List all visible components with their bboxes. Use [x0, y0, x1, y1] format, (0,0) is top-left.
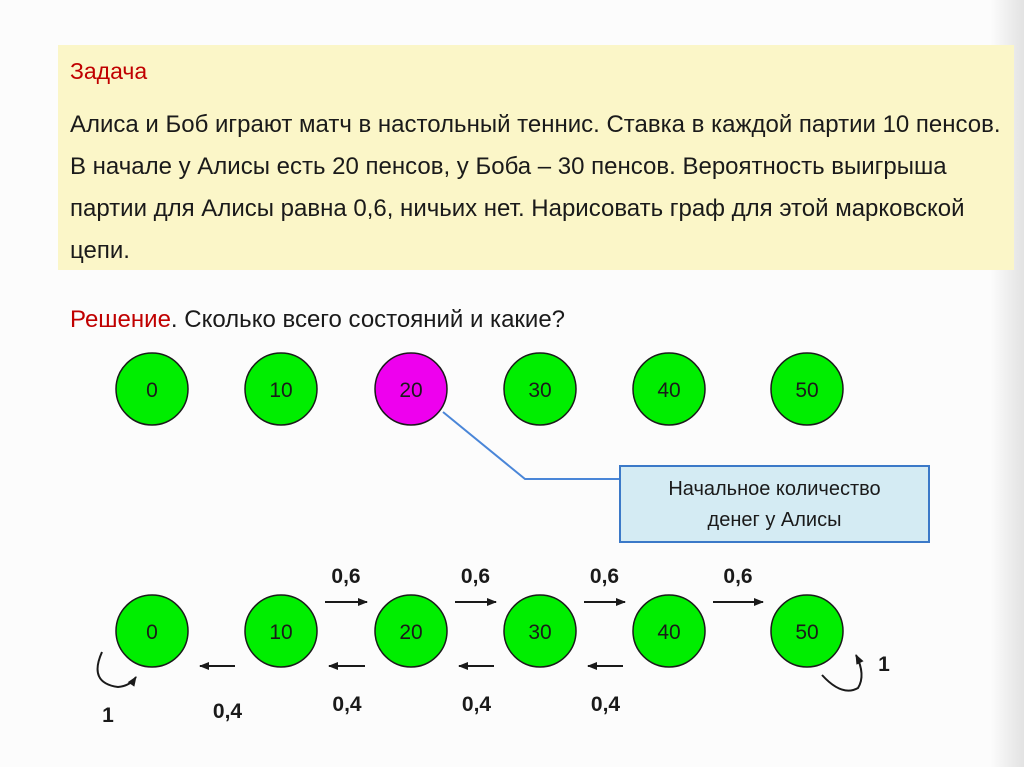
- solution-word: Решение: [70, 306, 171, 333]
- solution-line: Решение. Сколько всего состояний и какие…: [70, 306, 565, 334]
- solution-question: . Сколько всего состояний и какие?: [170, 306, 566, 333]
- self-loop-50: [821, 654, 864, 692]
- state-node-0: [115, 352, 189, 426]
- backward-prob-10: 0,4: [213, 700, 243, 723]
- state-label-0: 0: [146, 379, 158, 402]
- task-title: Задача: [70, 58, 148, 84]
- forward-prob-30: 0,6: [590, 565, 619, 588]
- state-label-50: 50: [795, 379, 818, 402]
- callout-connector: [442, 411, 619, 480]
- state-node-20: [374, 352, 448, 426]
- state-label-30: 30: [528, 379, 551, 402]
- chain-label-20: 20: [399, 621, 422, 644]
- state-node-10: [244, 352, 318, 426]
- state-label-40: 40: [657, 379, 680, 402]
- chain-node-50: [770, 594, 844, 668]
- chain-node-10: [244, 594, 318, 668]
- self-loop-0: [96, 651, 137, 689]
- chain-node-0: [115, 594, 189, 668]
- chain-node-40: [632, 594, 706, 668]
- callout-line-1: Начальное количество: [668, 478, 881, 500]
- state-label-10: 10: [269, 379, 292, 402]
- forward-prob-10: 0,6: [331, 565, 360, 588]
- chain-node-30: [503, 594, 577, 668]
- state-node-40: [632, 352, 706, 426]
- backward-prob-30: 0,4: [462, 693, 492, 716]
- self-loop-prob-0: 1: [102, 704, 114, 727]
- chain-label-40: 40: [657, 621, 680, 644]
- chain-label-10: 10: [269, 621, 292, 644]
- chain-label-0: 0: [146, 621, 158, 644]
- forward-prob-40: 0,6: [723, 565, 752, 588]
- forward-prob-20: 0,6: [461, 565, 490, 588]
- task-box: [58, 45, 1014, 270]
- initial-money-callout: Начальное количество денег у Алисы: [619, 465, 930, 543]
- chain-node-20: [374, 594, 448, 668]
- chain-label-50: 50: [795, 621, 818, 644]
- backward-prob-20: 0,4: [332, 693, 362, 716]
- state-label-20: 20: [399, 379, 422, 402]
- state-node-30: [503, 352, 577, 426]
- backward-prob-40: 0,4: [591, 693, 621, 716]
- self-loop-prob-50: 1: [878, 653, 890, 676]
- state-node-50: [770, 352, 844, 426]
- task-text: Алиса и Боб играют матч в настольный тен…: [70, 111, 1001, 264]
- chain-label-30: 30: [528, 621, 551, 644]
- callout-line-2: денег у Алисы: [707, 509, 842, 531]
